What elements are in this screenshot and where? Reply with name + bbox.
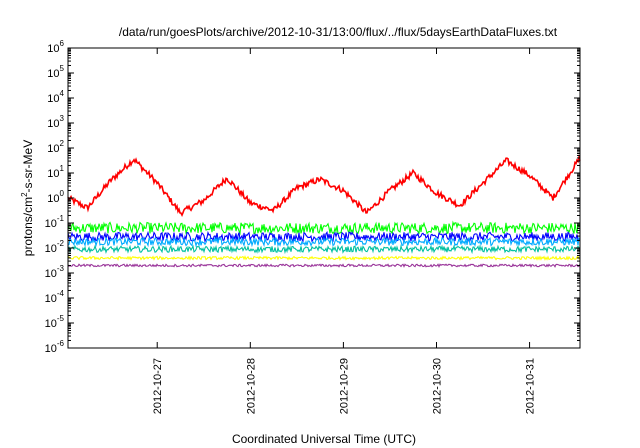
y-tick-label-base: 10	[47, 193, 59, 205]
series-line-7	[67, 263, 581, 268]
y-axis-label-pre: protons/cm	[21, 197, 35, 256]
y-tick-label-exp: 3	[60, 114, 65, 123]
y-tick-label-base: 10	[47, 168, 59, 180]
y-tick-label: 101	[47, 164, 64, 180]
series-line-3	[67, 230, 581, 244]
y-tick-label-exp: -3	[57, 264, 65, 273]
y-axis-label-sup: 2	[20, 192, 29, 197]
y-tick-label: 100	[47, 189, 64, 205]
y-tick-label: 103	[47, 114, 64, 130]
axis-layer: 10-610-510-410-310-210-11001011021031041…	[45, 39, 580, 414]
y-tick-label-base: 10	[47, 118, 59, 130]
y-tick-label-base: 10	[45, 293, 57, 305]
x-tick-label: 2012-10-27	[152, 358, 164, 414]
y-tick-label: 10-5	[45, 314, 65, 330]
x-axis-label: Coordinated Universal Time (UTC)	[232, 432, 416, 446]
y-axis-label-post: -s-sr-MeV	[21, 140, 35, 193]
x-tick-label: 2012-10-31	[525, 358, 537, 414]
y-tick-label-exp: -1	[57, 214, 65, 223]
y-tick-label-exp: 1	[60, 164, 65, 173]
y-tick-label-exp: 2	[60, 139, 65, 148]
y-tick-label: 10-1	[45, 214, 65, 230]
y-tick-label-base: 10	[47, 143, 59, 155]
series-line-1	[67, 154, 581, 218]
y-tick-label-exp: -4	[57, 289, 65, 298]
y-tick-label: 104	[47, 89, 64, 105]
y-tick-label-base: 10	[45, 218, 57, 230]
y-tick-label-exp: 4	[60, 89, 65, 98]
series-line-4	[67, 236, 581, 248]
chart-title: /data/run/goesPlots/archive/2012-10-31/1…	[119, 25, 558, 39]
y-tick-label-base: 10	[47, 43, 59, 55]
y-tick-label-exp: -5	[57, 314, 65, 323]
series-line-5	[67, 244, 581, 255]
y-tick-label-exp: 0	[60, 189, 65, 198]
x-tick-label: 2012-10-28	[245, 358, 257, 414]
y-tick-label-base: 10	[45, 343, 57, 355]
y-tick-label: 10-2	[45, 239, 65, 255]
y-tick-label-exp: -6	[57, 339, 65, 348]
y-tick-label: 102	[47, 139, 64, 155]
x-tick-label: 2012-10-30	[431, 358, 443, 414]
series-line-6	[67, 255, 581, 261]
y-tick-label: 10-6	[45, 339, 65, 355]
y-tick-label-base: 10	[45, 268, 57, 280]
y-tick-label-exp: 6	[60, 39, 65, 48]
y-tick-label-exp: -2	[57, 239, 65, 248]
plot-frame	[67, 47, 581, 349]
y-tick-label: 106	[47, 39, 64, 55]
y-tick-label-base: 10	[47, 68, 59, 80]
y-tick-label: 10-4	[45, 289, 65, 305]
y-axis-label: protons/cm2-s-sr-MeV	[20, 140, 35, 256]
series-layer	[67, 154, 581, 268]
y-tick-label-base: 10	[47, 93, 59, 105]
y-tick-label: 10-3	[45, 264, 65, 280]
series-line-2	[67, 220, 581, 236]
x-tick-label: 2012-10-29	[338, 358, 350, 414]
y-tick-label-base: 10	[45, 243, 57, 255]
y-tick-label-base: 10	[45, 318, 57, 330]
y-tick-label-exp: 5	[60, 64, 65, 73]
y-tick-label: 105	[47, 64, 64, 80]
